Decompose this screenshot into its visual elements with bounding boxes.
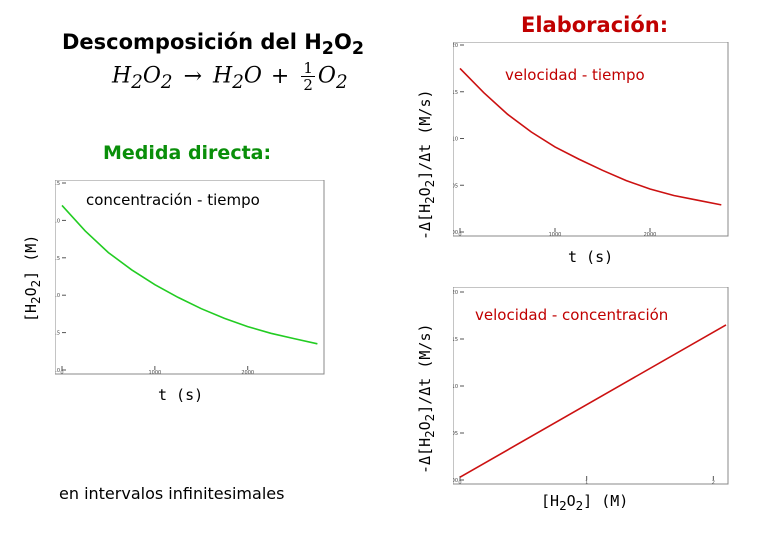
- ylabel-part: [H: [22, 303, 40, 322]
- chart-caption-left: concentración - tiempo: [86, 191, 260, 209]
- y-tick-label: 0.5: [55, 331, 60, 337]
- eq-sub: 2: [232, 71, 244, 93]
- eq-product2: O: [317, 63, 336, 89]
- reaction-equation: H2O2 → H2O + 1 2 O2: [112, 60, 348, 93]
- x-axis-label-left: t (s): [158, 386, 204, 404]
- page-title-left: Descomposición del H2O2: [62, 30, 364, 59]
- ylabel-part: ] (M): [22, 234, 40, 280]
- eq-arrow: →: [183, 63, 203, 89]
- chart-caption-bottom-right: velocidad - concentración: [475, 306, 669, 324]
- ylabel-sub: 2: [422, 413, 437, 422]
- x-tick-label: 2000: [241, 370, 254, 375]
- chart-frame: [453, 287, 729, 485]
- ylabel-part: ]/Δt (M/s): [416, 323, 434, 414]
- x-tick-label: 1000: [549, 232, 562, 237]
- x-tick-label: 0: [458, 480, 461, 485]
- x-tick-label: 1: [585, 480, 588, 485]
- x-tick-label: 0: [60, 370, 63, 375]
- title-o: O: [333, 30, 352, 54]
- xlabel-part: ] (M): [583, 492, 629, 510]
- eq-plus: +: [270, 63, 290, 89]
- x-tick-label: 1000: [148, 370, 161, 375]
- xlabel-part: [H: [541, 492, 560, 510]
- ylabel-sub: 2: [422, 196, 437, 204]
- y-tick-label: 2.5: [55, 181, 60, 187]
- chart-concentration-time: 0.0 0.5 1.0 1.5 2.0 2.5 0 1000 2000: [55, 180, 325, 375]
- chart-frame: [55, 180, 325, 375]
- x-tick-label: 2000: [644, 232, 657, 237]
- ylabel-part: O: [416, 421, 434, 431]
- y-axis-label-bottom-right: -Δ[H2O2]/Δt (M/s): [416, 323, 437, 474]
- y-tick-label: 0.0015: [453, 90, 458, 96]
- xlabel-part: O: [566, 492, 576, 510]
- title-sub2: 2: [351, 39, 365, 60]
- eq-sub: 2: [131, 71, 143, 93]
- series-line: [61, 204, 318, 345]
- eq-product1-o: O: [243, 63, 262, 89]
- x-axis-label-top-right: t (s): [568, 248, 614, 266]
- title-text: Descomposición del H: [62, 30, 322, 54]
- eq-frac-num: 1: [301, 59, 315, 77]
- ylabel-part: ]/Δt (M/s): [416, 89, 434, 180]
- chart-frame: [453, 42, 729, 237]
- series-line: [459, 324, 727, 478]
- y-tick-label: 0.0000: [453, 230, 458, 236]
- x-axis-label-bottom-right: [H2O2] (M): [541, 492, 628, 513]
- ylabel-sub: 2: [422, 179, 437, 188]
- ylabel-part: O: [416, 187, 434, 197]
- ylabel-sub: 2: [28, 279, 43, 288]
- eq-reactant: H: [112, 63, 132, 89]
- y-axis-label-left: [H2O2] (M): [22, 235, 43, 322]
- ylabel-part: O: [22, 287, 40, 297]
- ylabel-part: -Δ[H: [416, 437, 434, 474]
- eq-sub: 2: [335, 71, 348, 93]
- y-tick-label: 0.0015: [453, 337, 458, 343]
- y-tick-label: 0.0000: [453, 478, 458, 484]
- eq-product1: H: [213, 63, 233, 89]
- y-axis-label-top-right: -Δ[H2O2]/Δt (M/s): [416, 89, 437, 240]
- ylabel-sub: 2: [28, 296, 43, 304]
- xlabel-sub: 2: [559, 498, 567, 513]
- series-line: [459, 67, 722, 206]
- y-tick-label: 1.0: [55, 293, 60, 299]
- x-tick-label: 0: [458, 232, 461, 237]
- y-tick-label: 0.0: [55, 368, 60, 374]
- page-title-right: Elaboración:: [521, 13, 669, 37]
- eq-reactant-o: O: [142, 63, 161, 89]
- title-sub: 2: [321, 39, 334, 60]
- ylabel-part: -Δ[H: [416, 203, 434, 240]
- medida-label: Medida directa:: [103, 142, 272, 164]
- footer-note: en intervalos infinitesimales: [59, 484, 285, 503]
- y-tick-label: 1.5: [55, 256, 60, 262]
- eq-sub: 2: [160, 71, 173, 93]
- xlabel-sub: 2: [575, 498, 584, 513]
- ylabel-sub: 2: [422, 430, 437, 438]
- eq-frac-den: 2: [303, 76, 313, 94]
- y-tick-label: 2.0: [55, 218, 60, 224]
- chart-caption-top-right: velocidad - tiempo: [505, 66, 645, 84]
- x-tick-label: 2: [712, 480, 715, 485]
